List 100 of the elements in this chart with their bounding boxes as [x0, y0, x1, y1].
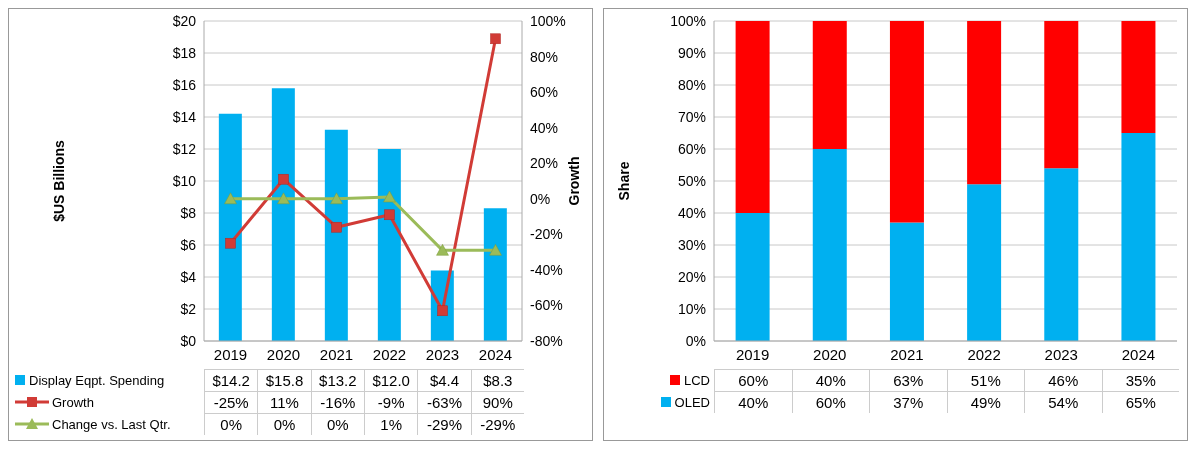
- x-tick-label: 2019: [735, 345, 770, 363]
- y2-tick-label: 80%: [530, 48, 559, 65]
- point: [224, 192, 237, 205]
- y2-tick-label: -40%: [530, 261, 563, 278]
- data-label: 90%: [470, 391, 524, 413]
- bar: [377, 149, 401, 341]
- bar: [1121, 133, 1156, 341]
- text: LCD: [683, 372, 710, 388]
- data-label: $14.2: [204, 369, 258, 391]
- y2-tick-label: -20%: [530, 226, 563, 243]
- data-label: 60%: [714, 369, 792, 391]
- y-tick-label: 50%: [677, 172, 706, 189]
- bar: [1044, 168, 1079, 341]
- y2-tick-label: 40%: [530, 119, 559, 136]
- point: [490, 33, 501, 45]
- text: Display Eqpt. Spending: [29, 372, 165, 388]
- legend-label: Growth: [52, 394, 94, 410]
- y-tick-label: $18: [172, 44, 197, 61]
- point: [331, 221, 342, 233]
- y-tick-label: 100%: [670, 12, 706, 29]
- data-label: 60%: [791, 391, 869, 413]
- bar: [812, 149, 847, 341]
- data-label: 0%: [257, 413, 311, 435]
- x-tick-label: 2023: [1044, 345, 1078, 363]
- data-label: 40%: [791, 369, 869, 391]
- data-label: 11%: [257, 391, 311, 413]
- data-label: 54%: [1024, 391, 1102, 413]
- y2-tick-label: 60%: [530, 84, 559, 101]
- bar: [735, 213, 770, 341]
- data-label: -29%: [417, 413, 471, 435]
- x-tick-label: 2023: [425, 345, 460, 363]
- y-tick-label: 70%: [677, 108, 706, 125]
- y-tick-label: $2: [180, 300, 197, 317]
- data-label: 1%: [363, 413, 418, 435]
- point: [436, 244, 449, 256]
- bar: [218, 113, 242, 341]
- bar: [483, 208, 507, 341]
- data-label: 40%: [714, 391, 792, 413]
- y2-tick-label: 0%: [530, 190, 551, 207]
- data-label: 0%: [310, 413, 364, 435]
- bar: [967, 184, 1002, 341]
- data-label: $4.4: [417, 369, 471, 391]
- bar: [1121, 21, 1156, 133]
- data-label: 51%: [946, 369, 1024, 391]
- data-label: 46%: [1024, 369, 1102, 391]
- bar: [967, 21, 1002, 185]
- bar: [735, 21, 770, 213]
- data-label: $13.2: [310, 369, 364, 391]
- y-tick-label: $16: [172, 76, 197, 93]
- x-tick-label: 2024: [1121, 345, 1156, 363]
- bar: [889, 21, 924, 223]
- point: [330, 192, 343, 205]
- bar: [889, 222, 924, 341]
- y-tick-label: $8: [180, 204, 197, 221]
- data-label: -63%: [417, 391, 471, 413]
- data-label: 0%: [204, 413, 258, 435]
- y2-axis-title: Growth: [566, 156, 582, 206]
- y-tick-label: 30%: [677, 236, 706, 253]
- y-tick-label: $12: [172, 140, 197, 157]
- data-label: 63%: [869, 369, 947, 391]
- y-tick-label: 80%: [677, 76, 706, 93]
- y-tick-label: 10%: [677, 300, 706, 317]
- point: [278, 173, 289, 185]
- x-tick-label: 2021: [890, 345, 924, 363]
- y-tick-label: 20%: [677, 268, 706, 285]
- y2-tick-label: -60%: [530, 297, 563, 314]
- x-tick-label: 2021: [319, 345, 354, 363]
- y2-tick-label: 100%: [530, 12, 566, 29]
- y-tick-label: $0: [180, 332, 197, 349]
- legend-label: Change vs. Last Qtr.: [52, 416, 171, 432]
- y-tick-label: $4: [180, 268, 197, 285]
- x-tick-label: 2022: [967, 345, 1001, 363]
- y2-tick-label: -80%: [530, 332, 563, 349]
- point: [384, 209, 395, 221]
- data-label: 49%: [946, 391, 1024, 413]
- point: [383, 190, 396, 203]
- y-tick-label: 40%: [677, 204, 706, 221]
- x-tick-label: 2024: [478, 345, 513, 363]
- y-tick-label: 60%: [677, 140, 706, 157]
- bar: [812, 21, 847, 149]
- data-label: $12.0: [363, 369, 418, 391]
- bar: [324, 129, 348, 341]
- data-label: -9%: [363, 391, 418, 413]
- y-tick-label: $14: [172, 108, 197, 125]
- y-tick-label: 0%: [685, 332, 706, 349]
- data-label: -25%: [204, 391, 258, 413]
- data-label: -16%: [310, 391, 364, 413]
- data-label: 65%: [1101, 391, 1179, 413]
- point: [277, 192, 290, 205]
- bar: [271, 88, 295, 341]
- point: [437, 305, 448, 317]
- text: OLED: [674, 394, 710, 410]
- point: [489, 244, 502, 256]
- x-tick-label: 2020: [266, 345, 301, 363]
- data-label: 37%: [869, 391, 947, 413]
- x-tick-label: 2019: [213, 345, 248, 363]
- y-tick-label: $6: [180, 236, 197, 253]
- y-axis-title: $US Billions: [50, 139, 67, 222]
- data-label: -29%: [470, 413, 524, 435]
- data-label: $15.8: [257, 369, 311, 391]
